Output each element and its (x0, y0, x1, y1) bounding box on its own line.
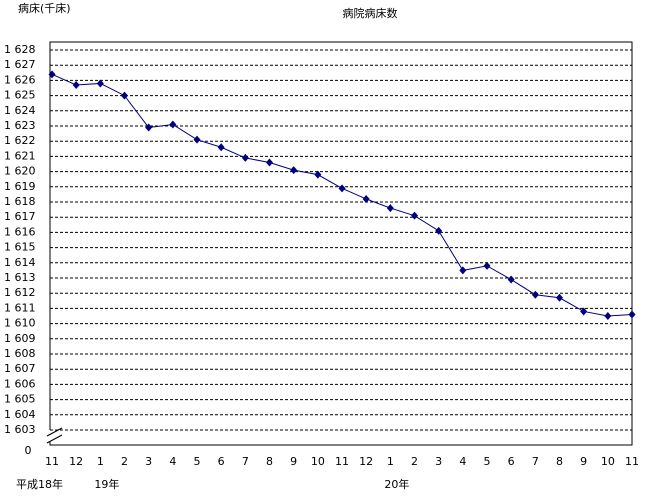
y-tick-label: 1 613 (4, 271, 36, 284)
x-tick-label: 3 (145, 455, 152, 468)
y-axis-label: 病床(千床) (18, 1, 71, 15)
plot-frame (49, 41, 633, 446)
data-point (580, 307, 588, 316)
y-tick-label: 1 627 (4, 58, 36, 71)
year-label: 平成18年 (16, 477, 63, 491)
x-tick-label: 11 (335, 455, 349, 468)
y-tick-label: 1 610 (4, 317, 36, 330)
x-tick-label: 1 (387, 455, 394, 468)
data-point (556, 293, 563, 302)
x-tick-label: 5 (484, 455, 491, 468)
y-tick-label: 1 611 (4, 301, 36, 314)
data-point (290, 166, 298, 175)
year-label: 19年 (94, 477, 119, 491)
x-tick-label: 1 (97, 455, 104, 468)
y-tick-label: 1 619 (4, 180, 36, 193)
x-tick-label: 11 (625, 455, 639, 468)
x-tick-label: 9 (580, 455, 587, 468)
y-tick-label: 1 626 (4, 73, 36, 86)
data-point (169, 120, 177, 129)
x-tick-label: 11 (45, 455, 59, 468)
y-tick-label: 1 620 (4, 165, 36, 178)
x-tick-label: 4 (169, 455, 176, 468)
chart-title: 病院病床数 (343, 6, 398, 20)
y-tick-label: 1 616 (4, 225, 36, 238)
y-tick-label: 1 604 (4, 408, 36, 421)
data-point (483, 261, 491, 270)
x-tick-label: 6 (508, 455, 515, 468)
axis-break-label: 0 (25, 444, 32, 457)
x-tick-label: 2 (411, 455, 418, 468)
data-point (121, 91, 128, 100)
year-label: 20年 (384, 477, 409, 491)
y-tick-label: 1 625 (4, 89, 36, 102)
data-point (72, 80, 80, 89)
data-point (386, 204, 394, 213)
x-tick-label: 2 (121, 455, 128, 468)
x-tick-label: 8 (266, 455, 273, 468)
y-tick-label: 1 617 (4, 210, 36, 223)
x-tick-label: 5 (194, 455, 201, 468)
x-tick-label: 12 (69, 455, 83, 468)
y-tick-label: 1 606 (4, 377, 36, 390)
y-tick-label: 1 623 (4, 119, 36, 132)
data-point (411, 211, 418, 220)
axis-break (46, 427, 64, 444)
x-tick-label: 3 (435, 455, 442, 468)
data-point (435, 226, 443, 235)
data-point (531, 290, 539, 299)
data-point (604, 312, 612, 320)
x-tick-label: 8 (556, 455, 563, 468)
y-tick-label: 1 605 (4, 393, 36, 406)
y-tick-label: 1 622 (4, 134, 36, 147)
data-point (338, 184, 346, 193)
y-tick-label: 1 603 (4, 423, 36, 436)
data-point (145, 123, 153, 132)
y-tick-label: 1 608 (4, 347, 36, 360)
data-point (217, 143, 225, 152)
y-tick-label: 1 618 (4, 195, 36, 208)
data-point (507, 275, 515, 284)
data-point (193, 135, 201, 144)
x-tick-label: 6 (218, 455, 225, 468)
y-tick-label: 1 628 (4, 43, 36, 56)
x-tick-label: 10 (601, 455, 615, 468)
x-tick-label: 12 (359, 455, 373, 468)
y-tick-label: 1 621 (4, 149, 36, 162)
x-tick-label: 10 (311, 455, 325, 468)
x-tick-label: 9 (290, 455, 297, 468)
y-tick-label: 1 612 (4, 286, 36, 299)
y-tick-label: 1 624 (4, 104, 36, 117)
data-point (48, 70, 56, 79)
data-point (241, 153, 249, 162)
data-point (628, 310, 636, 319)
data-point (459, 266, 467, 275)
y-tick-label: 1 614 (4, 256, 36, 269)
data-point (362, 194, 370, 203)
y-tick-label: 1 609 (4, 332, 36, 345)
y-tick-label: 1 607 (4, 362, 36, 375)
data-point (314, 170, 322, 179)
data-point (96, 79, 104, 88)
x-tick-label: 4 (459, 455, 466, 468)
y-tick-label: 1 615 (4, 241, 36, 254)
x-tick-label: 7 (242, 455, 249, 468)
data-point (266, 158, 273, 167)
x-tick-label: 7 (532, 455, 539, 468)
